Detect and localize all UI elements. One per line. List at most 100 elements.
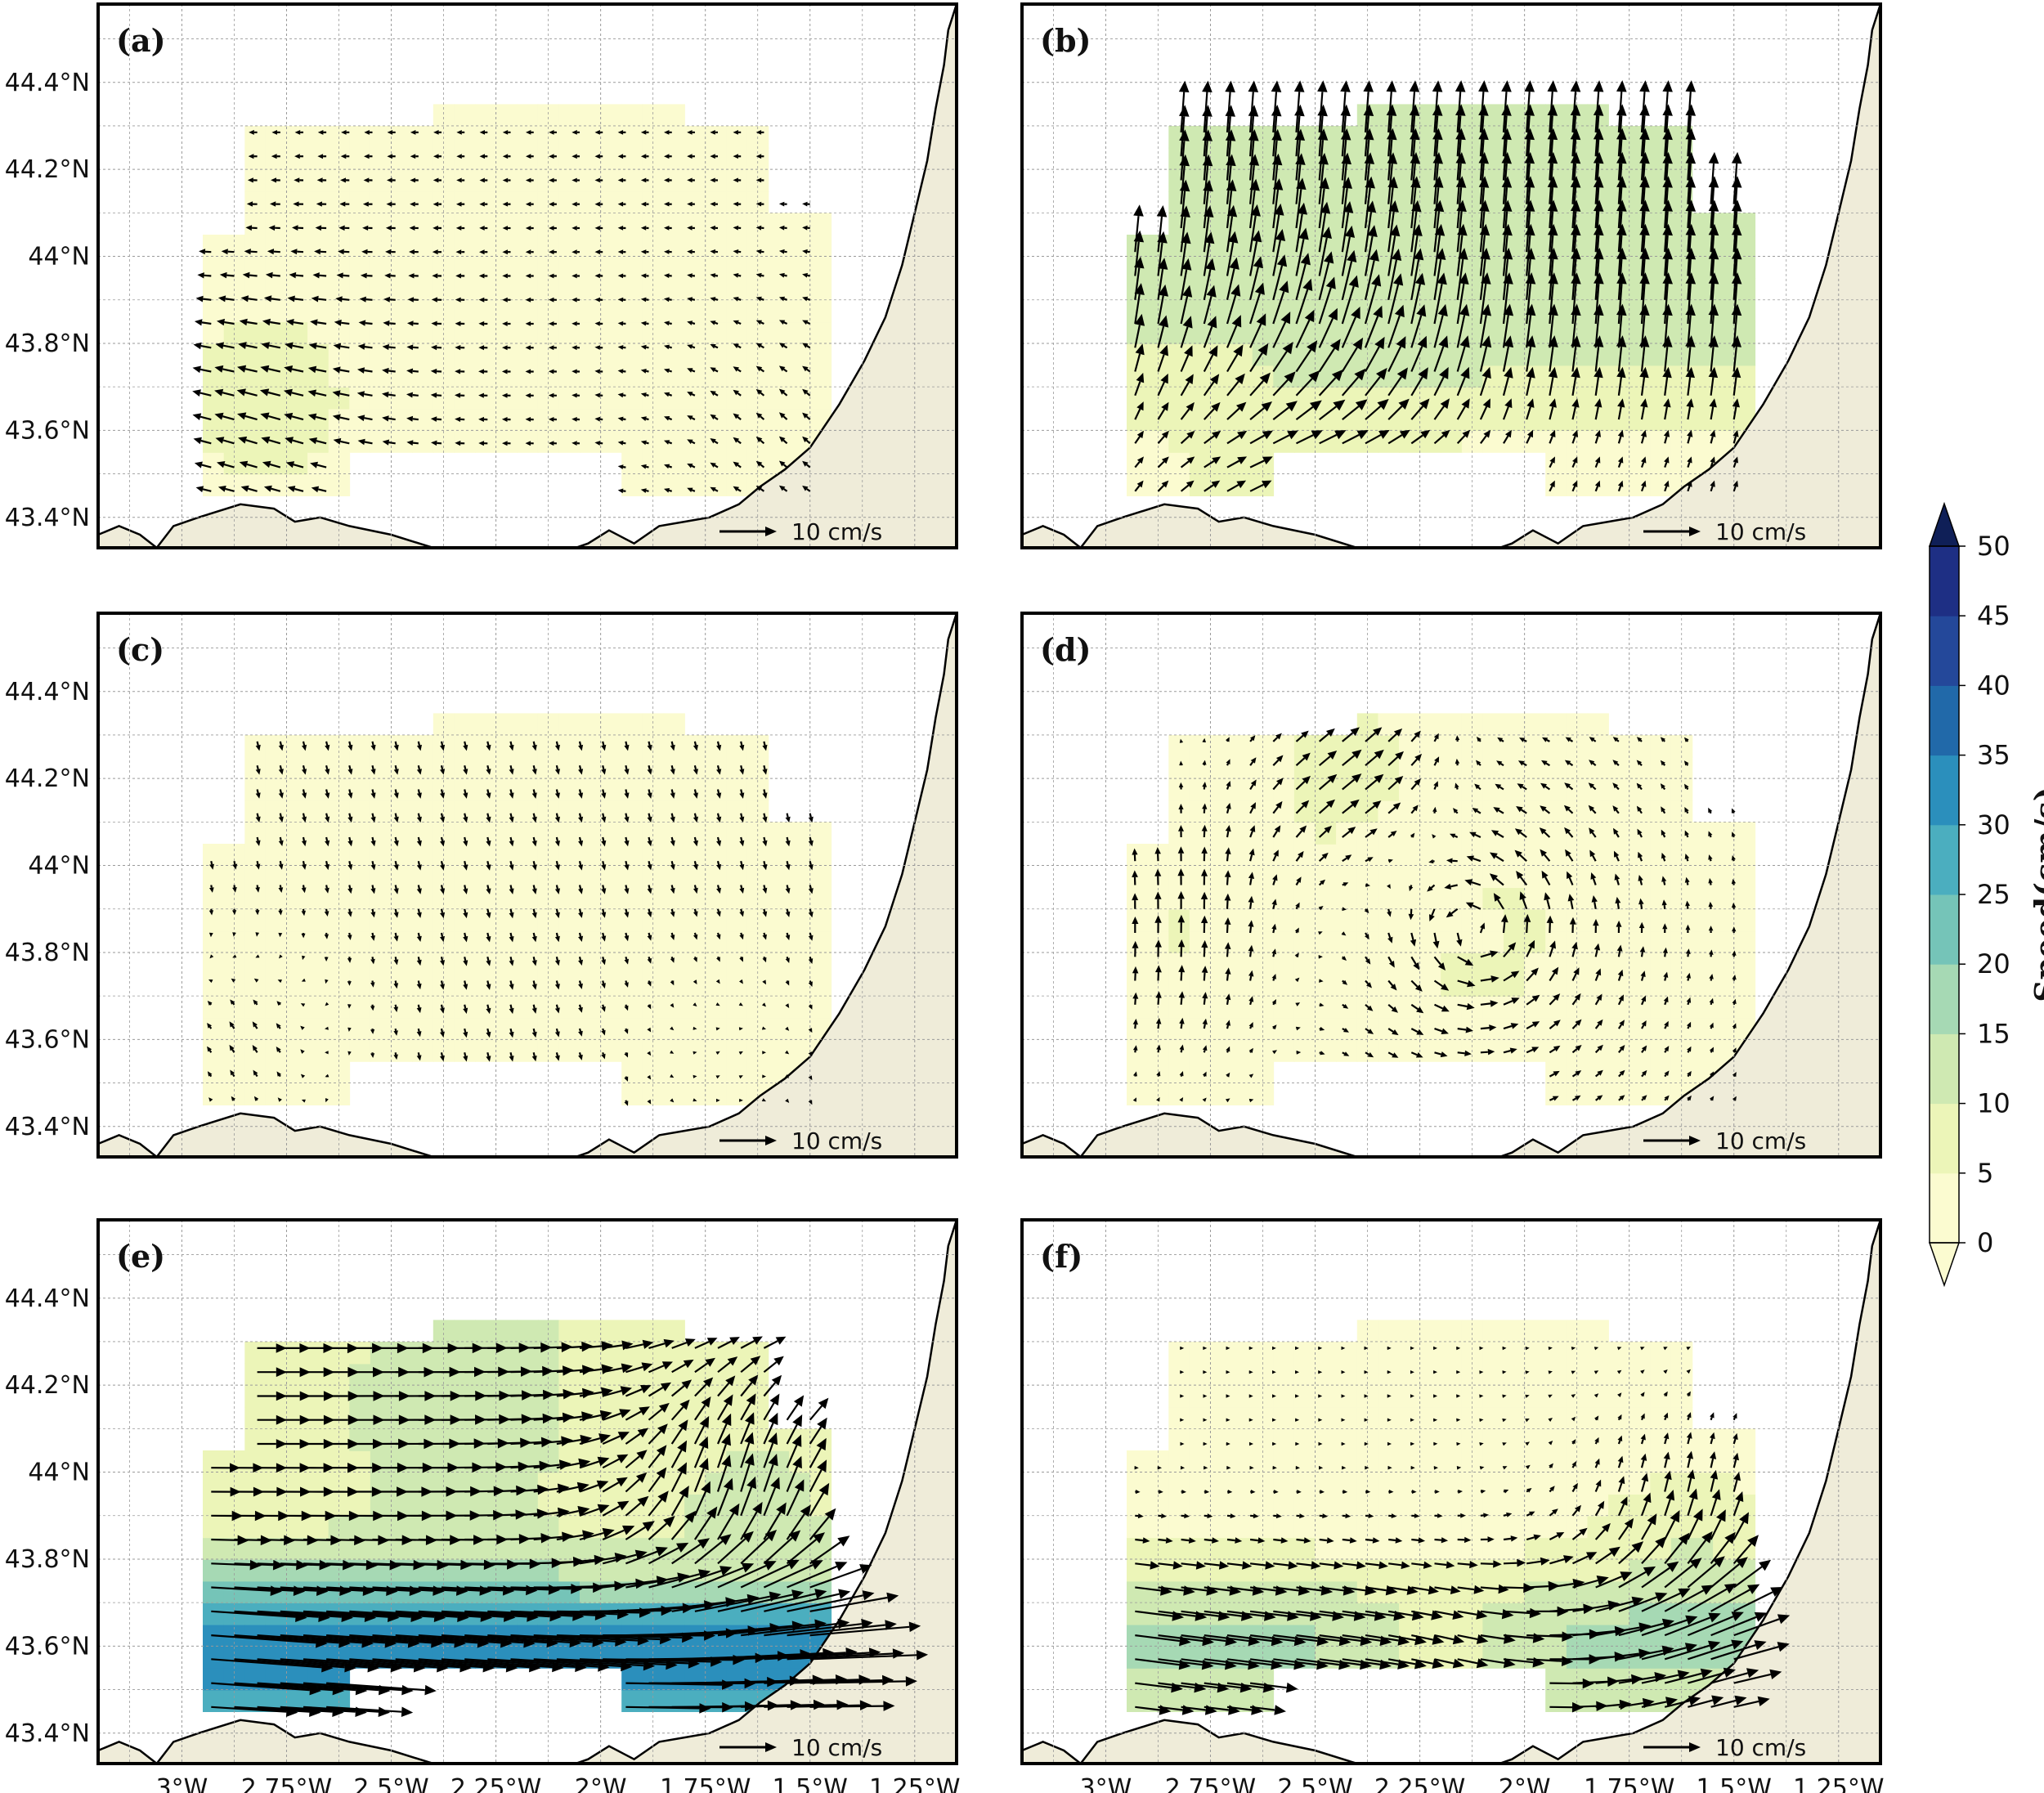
speed-cell [642, 887, 665, 910]
speed-cell [1231, 887, 1253, 910]
current-arrow [1410, 782, 1418, 791]
current-arrow [716, 908, 720, 912]
map-area: 10 cm/s [98, 613, 957, 1157]
current-arrow [365, 322, 373, 325]
current-arrowhead [478, 345, 485, 351]
speed-cell [433, 713, 455, 736]
current-arrow [1617, 377, 1622, 396]
speed-cell [1273, 974, 1295, 997]
speed-cell [1650, 844, 1672, 867]
current-arrowhead [347, 744, 353, 751]
current-arrow [1387, 115, 1393, 157]
speed-cell [1315, 996, 1337, 1019]
current-arrow [365, 298, 373, 301]
speed-cell [642, 147, 665, 170]
current-arrowhead [440, 1007, 445, 1014]
current-arrow [1249, 902, 1253, 909]
current-arrow [1571, 1023, 1578, 1029]
speed-cell [349, 321, 371, 344]
speed-cell [412, 235, 434, 258]
current-arrow [1664, 283, 1669, 325]
current-arrow [1502, 211, 1508, 253]
current-arrow [1365, 346, 1380, 373]
current-arrow [1519, 854, 1527, 863]
speed-cell [349, 299, 371, 323]
current-arrow [317, 488, 327, 492]
current-arrowhead [1564, 760, 1571, 766]
current-arrow [1157, 460, 1165, 468]
speed-cell [1127, 473, 1149, 496]
current-arrowhead [594, 441, 601, 446]
current-arrowhead [1275, 733, 1282, 740]
current-arrow [1549, 187, 1554, 229]
current-arrowhead [1616, 151, 1627, 164]
speed-cell [203, 844, 225, 867]
speed-cell [663, 191, 685, 214]
current-arrow [740, 932, 743, 935]
current-arrowhead [416, 816, 422, 823]
speed-cell [768, 953, 790, 975]
current-arrow [1430, 884, 1436, 889]
current-arrow [1687, 92, 1692, 132]
current-arrowhead [710, 414, 716, 420]
speed-cell [475, 235, 497, 258]
speed-cell [1231, 996, 1253, 1019]
speed-cell [433, 1017, 455, 1041]
speed-cell [433, 908, 455, 932]
current-arrow [1410, 932, 1414, 940]
current-arrowhead [1326, 728, 1335, 737]
current-arrowhead [739, 957, 743, 962]
speed-shading [1127, 713, 1756, 1105]
current-arrowhead [670, 1098, 675, 1103]
current-arrow [670, 956, 674, 959]
current-arrowhead [687, 320, 693, 325]
current-arrow [1203, 243, 1211, 276]
current-arrow [1387, 1003, 1394, 1010]
current-arrow [1549, 461, 1553, 468]
speed-cell [475, 887, 497, 910]
current-arrow [302, 860, 305, 865]
current-arrow [486, 789, 490, 794]
current-arrowhead [554, 769, 560, 775]
current-arrowhead [1412, 805, 1419, 812]
speed-cell [412, 191, 434, 214]
current-arrowhead [301, 1099, 306, 1103]
current-arrowhead [1374, 773, 1384, 783]
current-arrowhead [1295, 1026, 1301, 1031]
current-arrowhead [755, 130, 762, 135]
speed-cell [244, 974, 267, 997]
current-arrowhead [624, 958, 629, 965]
speed-cell [349, 930, 371, 953]
speed-cell [558, 299, 580, 323]
current-arrowhead [1617, 456, 1624, 464]
current-arrow [1455, 811, 1459, 814]
current-arrowhead [455, 416, 461, 422]
current-arrowhead [1687, 456, 1692, 464]
current-arrow [693, 908, 697, 912]
current-arrowhead [785, 1050, 790, 1055]
speed-cell [768, 844, 790, 867]
speed-cell [1587, 865, 1609, 888]
current-arrowhead [463, 888, 468, 894]
current-arrow [1249, 267, 1259, 301]
speed-cell [286, 299, 308, 323]
speed-cell [809, 974, 832, 997]
speed-cell [1273, 778, 1295, 801]
speed-cell [412, 887, 434, 910]
current-arrow [292, 439, 304, 445]
current-arrowhead [526, 130, 531, 135]
current-arrowhead [1510, 1023, 1519, 1029]
current-arrow [1249, 738, 1253, 742]
current-arrowhead [509, 936, 514, 943]
current-arrowhead [1284, 371, 1296, 383]
speed-cell [621, 191, 643, 214]
current-arrowhead [594, 226, 600, 231]
current-arrow [1479, 376, 1488, 397]
current-arrowhead [294, 177, 300, 183]
speed-cell [265, 844, 288, 867]
speed-cell [705, 800, 728, 823]
current-arrowhead [1640, 429, 1647, 437]
current-arrow [1567, 854, 1574, 862]
speed-cell [621, 953, 643, 975]
current-arrow [1502, 139, 1508, 181]
